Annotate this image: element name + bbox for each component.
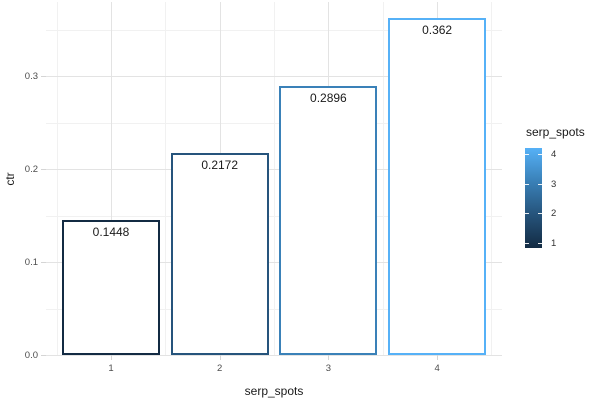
major-gridline-y <box>46 169 502 170</box>
major-gridline-x <box>111 2 112 355</box>
x-tick-label: 1 <box>108 363 114 374</box>
x-axis-title: serp_spots <box>244 384 304 398</box>
minor-gridline-y <box>46 308 502 310</box>
y-axis-tick <box>41 76 46 77</box>
legend-tick-label: 4 <box>551 149 557 160</box>
y-tick-label: 0.2 <box>24 164 38 175</box>
legend-tick-label: 3 <box>551 178 557 190</box>
major-gridline-y <box>46 355 502 356</box>
y-tick-label: 0.3 <box>24 71 38 82</box>
bar <box>170 153 269 355</box>
major-gridline-y <box>46 262 502 263</box>
legend-tick-label: 1 <box>551 238 557 249</box>
x-axis-tick <box>328 355 330 360</box>
legend-colorbar-gradient <box>525 148 542 248</box>
bar-value-label: 0.1448 <box>92 225 130 240</box>
legend-tick-label: 2 <box>551 208 557 220</box>
bar <box>62 220 160 355</box>
bar-value-label: 0.2172 <box>201 158 239 172</box>
minor-gridline-y <box>46 215 502 217</box>
legend-tick <box>525 213 529 215</box>
minor-gridline-y <box>46 29 502 31</box>
y-axis-tick <box>41 355 46 356</box>
y-tick-label: 0.1 <box>24 257 38 268</box>
x-tick-label: 2 <box>217 363 223 374</box>
legend-tick <box>525 154 529 155</box>
legend-tick <box>538 213 542 215</box>
legend-tick <box>525 183 529 185</box>
x-tick-label: 4 <box>434 363 440 374</box>
y-tick-label: 0.0 <box>24 350 38 361</box>
bar-value-label: 0.362 <box>422 23 453 38</box>
legend-tick <box>538 243 542 244</box>
x-axis-tick <box>111 355 112 360</box>
minor-gridline-y <box>46 122 502 124</box>
minor-gridline-x <box>56 2 58 355</box>
x-axis-tick <box>219 355 221 360</box>
bar <box>279 85 378 355</box>
bar-value-label: 0.2896 <box>310 90 347 105</box>
legend-title: serp_spots <box>526 125 585 139</box>
x-axis-tick <box>437 355 439 360</box>
minor-gridline-x <box>382 2 384 355</box>
x-tick-label: 3 <box>325 363 332 374</box>
legend-tick <box>538 183 542 185</box>
bar <box>388 18 487 355</box>
legend-tick <box>525 243 529 244</box>
minor-gridline-x <box>491 2 493 355</box>
minor-gridline-x <box>165 2 167 355</box>
major-gridline-y <box>46 76 502 77</box>
legend-tick <box>538 154 542 155</box>
y-axis-tick <box>41 262 46 263</box>
minor-gridline-x <box>274 2 276 355</box>
y-axis-tick <box>41 169 46 170</box>
